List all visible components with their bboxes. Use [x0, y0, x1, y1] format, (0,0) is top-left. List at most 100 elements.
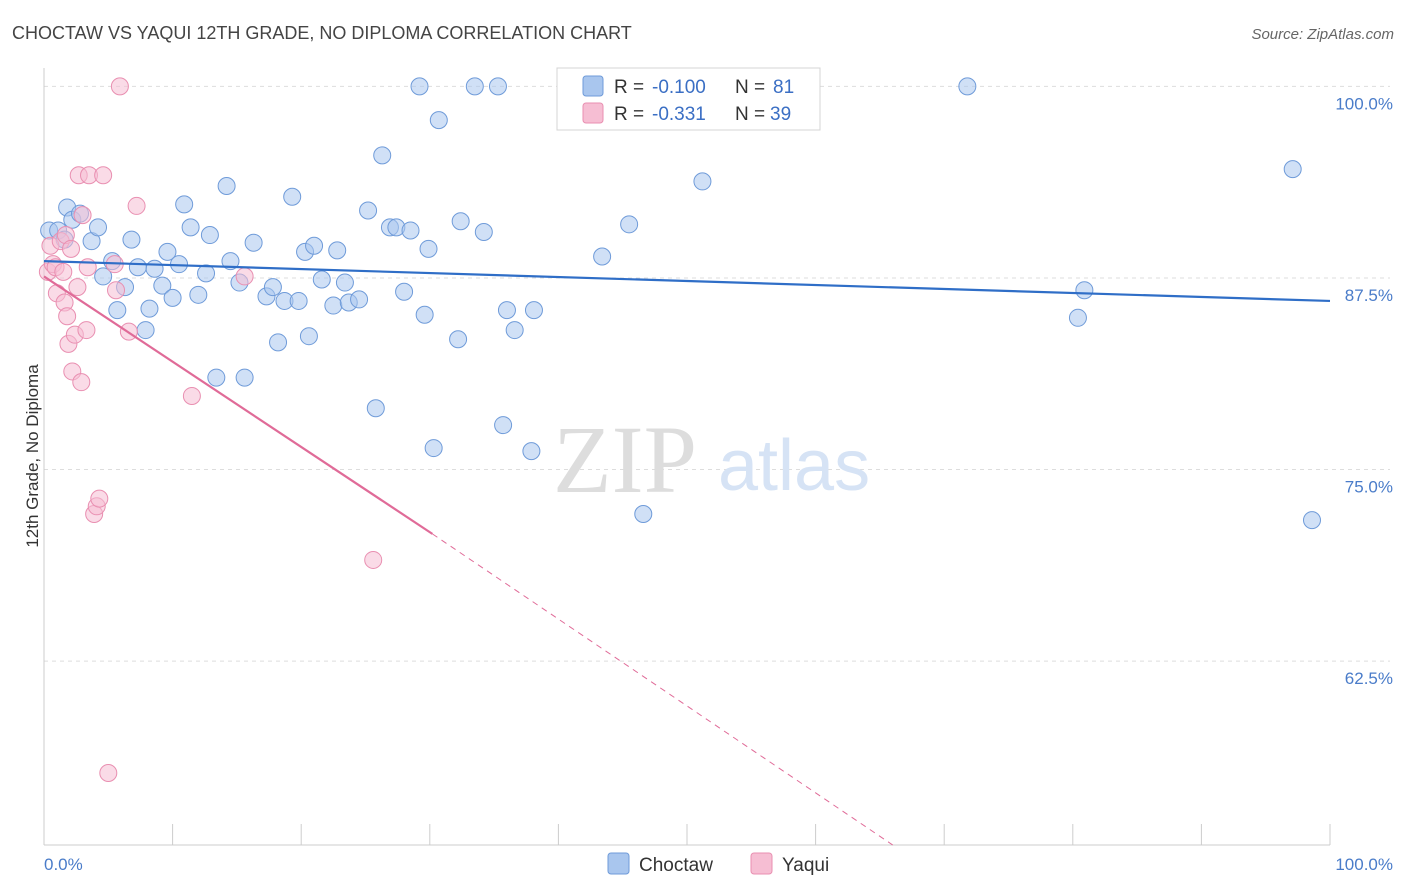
point-choctaw-43: [328, 241, 347, 260]
point-choctaw-15: [140, 299, 159, 318]
point-choctaw-64: [494, 416, 513, 435]
point-choctaw-28: [221, 252, 240, 271]
point-choctaw-14: [136, 321, 155, 340]
point-choctaw-39: [299, 327, 318, 346]
point-choctaw-67: [522, 442, 541, 461]
y-tick-label-1: 87.5%: [1345, 286, 1393, 305]
x-axis-ticks: [43, 824, 1331, 845]
point-choctaw-41: [312, 270, 331, 289]
point-yaqui-31: [182, 386, 201, 405]
stats-legend: R = -0.100 N = 81 R = -0.331 N = 39: [556, 67, 821, 131]
watermark-atlas: atlas: [718, 426, 870, 506]
point-choctaw-22: [181, 218, 200, 237]
point-yaqui-9: [58, 307, 77, 326]
point-choctaw-52: [395, 282, 414, 301]
point-choctaw-33: [263, 278, 282, 297]
point-choctaw-73: [958, 77, 977, 96]
x-tick-label-left: 0.0%: [44, 855, 83, 874]
trend-lines: [43, 260, 1331, 846]
bottom-legend-label-choctaw: Choctaw: [639, 855, 713, 876]
legend-r-label-0: R =: [614, 77, 644, 98]
point-yaqui-11: [62, 239, 81, 258]
point-choctaw-42: [324, 296, 343, 315]
point-choctaw-66: [505, 321, 524, 340]
legend-swatch-yaqui: [582, 102, 604, 124]
point-choctaw-72: [693, 172, 712, 191]
point-choctaw-27: [217, 177, 236, 196]
point-choctaw-58: [429, 111, 448, 130]
y-tick-label-2: 75.0%: [1345, 478, 1393, 497]
point-choctaw-46: [350, 290, 369, 309]
point-choctaw-17: [153, 276, 172, 295]
point-choctaw-47: [359, 201, 378, 220]
y-tick-label-3: 62.5%: [1345, 669, 1393, 688]
point-choctaw-31: [244, 233, 263, 252]
point-choctaw-53: [401, 221, 420, 240]
point-yaqui-32: [235, 267, 254, 286]
point-choctaw-62: [474, 222, 493, 241]
point-choctaw-74: [1068, 308, 1087, 327]
watermark-zip: ZIP: [553, 406, 697, 513]
scatter-points: [38, 77, 1321, 782]
point-choctaw-12: [122, 230, 141, 249]
point-yaqui-6: [54, 262, 73, 281]
chart-title: CHOCTAW VS YAQUI 12TH GRADE, NO DIPLOMA …: [12, 23, 632, 43]
y-tick-labels: 100.0% 87.5% 75.0% 62.5%: [1335, 94, 1393, 688]
point-choctaw-16: [145, 259, 164, 278]
chart-source: Source: ZipAtlas.com: [1251, 26, 1394, 43]
legend-n-value-0: 81: [773, 77, 794, 98]
bottom-legend-swatch-yaqui: [750, 852, 773, 875]
point-choctaw-56: [419, 239, 438, 258]
point-choctaw-76: [1283, 160, 1302, 179]
point-choctaw-44: [335, 273, 354, 292]
point-choctaw-24: [197, 264, 216, 283]
point-yaqui-33: [364, 550, 383, 569]
y-axis-label: 12th Grade, No Diploma: [23, 364, 42, 548]
point-yaqui-18: [77, 321, 96, 340]
point-choctaw-54: [410, 77, 429, 96]
point-choctaw-68: [524, 301, 543, 320]
point-choctaw-26: [207, 368, 226, 387]
point-choctaw-57: [424, 439, 443, 458]
point-choctaw-19: [163, 288, 182, 307]
point-choctaw-25: [200, 226, 219, 245]
point-yaqui-14: [68, 278, 87, 297]
point-choctaw-18: [158, 242, 177, 261]
point-yaqui-27: [107, 281, 126, 300]
bottom-legend-label-yaqui: Yaqui: [782, 855, 829, 876]
legend-n-value-1: 39: [770, 104, 791, 125]
point-choctaw-23: [189, 285, 208, 304]
point-choctaw-48: [366, 399, 385, 418]
point-choctaw-71: [634, 504, 653, 523]
point-choctaw-37: [289, 291, 308, 310]
point-yaqui-24: [94, 166, 113, 185]
point-choctaw-60: [451, 212, 470, 231]
point-yaqui-16: [72, 373, 91, 392]
point-choctaw-40: [305, 236, 324, 255]
point-yaqui-25: [99, 763, 118, 782]
point-choctaw-55: [415, 305, 434, 324]
bottom-legend-swatch-choctaw: [607, 852, 630, 875]
legend-r-label-1: R =: [614, 104, 644, 125]
y-tick-label-0: 100.0%: [1335, 94, 1393, 113]
legend-n-label-1: N =: [735, 104, 765, 125]
point-choctaw-8: [94, 267, 113, 286]
trend-line-choctaw: [43, 260, 1331, 303]
point-yaqui-17: [73, 206, 92, 225]
series-legend: Choctaw Yaqui: [607, 852, 829, 876]
point-yaqui-30: [127, 196, 146, 215]
point-choctaw-59: [449, 330, 468, 349]
point-choctaw-77: [1302, 511, 1321, 530]
point-choctaw-65: [497, 301, 516, 320]
point-choctaw-30: [235, 368, 254, 387]
watermark: ZIP atlas: [553, 406, 870, 513]
point-choctaw-69: [593, 247, 612, 266]
legend-swatch-choctaw: [582, 75, 604, 97]
point-choctaw-7: [89, 218, 108, 237]
trend-line-yaqui: [43, 275, 433, 535]
point-choctaw-63: [488, 77, 507, 96]
point-choctaw-34: [269, 333, 288, 352]
point-choctaw-70: [620, 215, 639, 234]
point-choctaw-61: [465, 77, 484, 96]
